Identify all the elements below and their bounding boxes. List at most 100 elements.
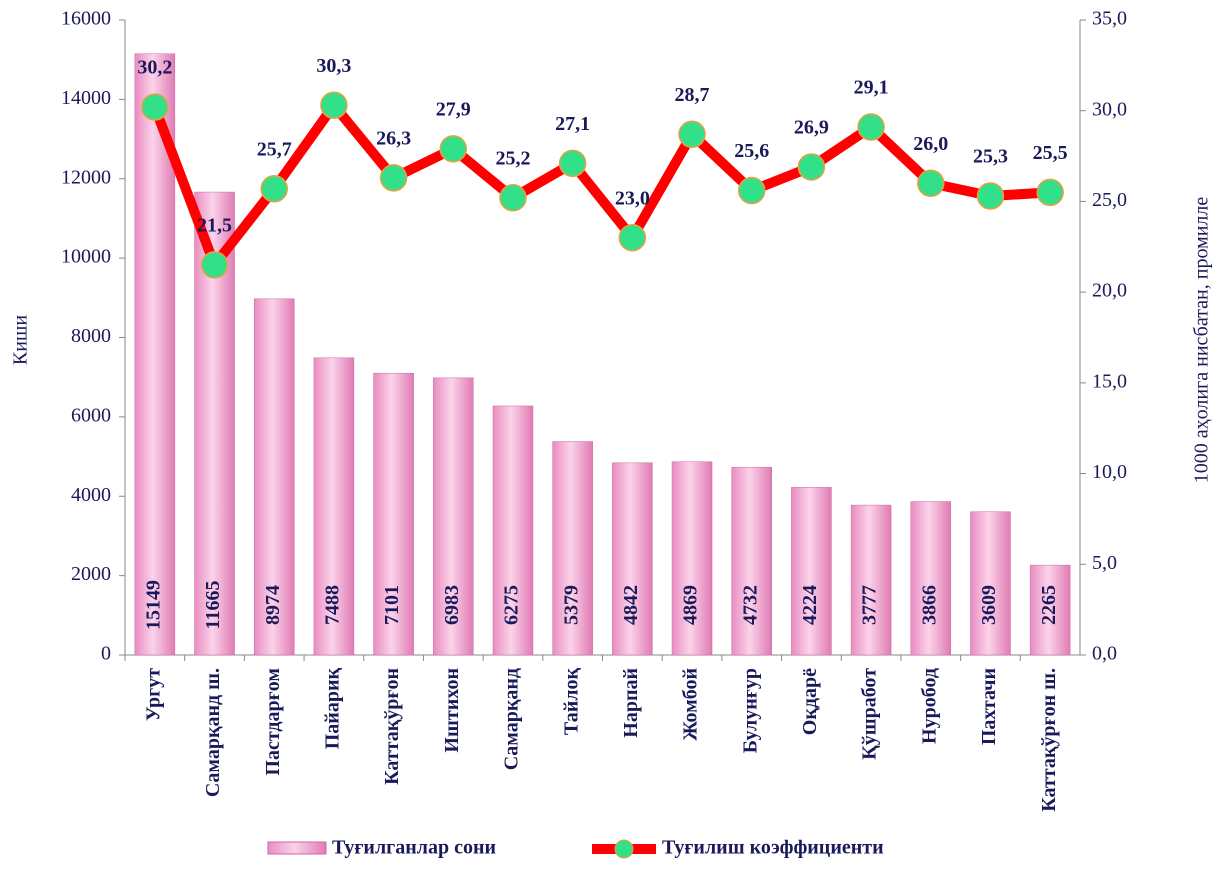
bar-value-label: 3609 <box>978 585 1000 625</box>
x-tick-label: Булунғур <box>739 668 761 753</box>
line-value-label: 26,0 <box>913 133 948 155</box>
x-tick-label: Оқдарё <box>799 668 821 735</box>
bar <box>731 466 772 656</box>
bar-value-label: 11665 <box>202 581 224 630</box>
bar <box>970 511 1011 656</box>
line-marker <box>917 169 945 198</box>
x-tick-label: Самарқанд ш. <box>202 668 224 797</box>
bar-value-label: 8974 <box>262 585 284 625</box>
bar <box>791 487 832 656</box>
bar <box>612 462 653 656</box>
x-tick-label: Нуробод <box>918 668 940 744</box>
bar-value-label: 6983 <box>441 585 463 625</box>
line-value-label: 25,5 <box>1033 142 1068 164</box>
line-value-label: 25,3 <box>973 146 1008 168</box>
line-marker <box>976 182 1005 210</box>
bar <box>373 372 414 656</box>
x-tick-label: Самарқанд <box>501 668 523 770</box>
y2-tick-label: 25,0 <box>1092 189 1127 211</box>
line-value-label: 28,7 <box>675 84 710 106</box>
bar <box>850 504 892 656</box>
x-tick-label: Қўшработ <box>859 668 881 760</box>
x-tick-label: Иштихон <box>441 668 463 753</box>
line-marker <box>618 223 647 252</box>
bar <box>433 377 474 656</box>
line-value-label: 29,1 <box>854 77 889 99</box>
legend-label: Туғилиш коэффициенти <box>662 837 884 859</box>
line-marker <box>678 120 706 149</box>
bar-value-label: 4869 <box>680 585 702 625</box>
line <box>150 100 1051 270</box>
y-tick-label: 8000 <box>71 325 111 347</box>
line-marker <box>320 91 348 120</box>
x-tick-label: Тайлоқ <box>560 668 582 736</box>
line-value-label: 25,2 <box>495 147 530 169</box>
line-value-label: 27,9 <box>436 98 471 120</box>
y2-tick-label: 20,0 <box>1092 280 1127 302</box>
y2-tick-label: 30,0 <box>1092 98 1127 120</box>
y-tick-label: 0 <box>101 643 111 665</box>
x-tick-label: Пайариқ <box>322 668 344 750</box>
bar <box>492 405 534 656</box>
line-value-label: 26,3 <box>376 127 411 149</box>
bar-value-label: 4842 <box>620 585 642 625</box>
y2-axis-label: 1000 аҳолига нисбатан, промилле <box>1191 197 1213 484</box>
line-marker <box>857 113 885 141</box>
y2-tick-label: 0,0 <box>1092 643 1117 665</box>
y-tick-label: 6000 <box>71 404 111 426</box>
line-value-label: 21,5 <box>197 215 232 237</box>
x-tick-label: Нарпай <box>620 668 642 738</box>
line-marker <box>797 153 826 181</box>
line-marker <box>558 149 587 178</box>
x-tick-label: Жомбой <box>680 668 702 741</box>
x-tick-label: Каттақўрғон ш. <box>1038 668 1060 812</box>
line-value-label: 23,0 <box>615 187 650 209</box>
legend-swatch <box>614 839 634 859</box>
y2-tick-label: 35,0 <box>1092 8 1127 30</box>
y-tick-label: 10000 <box>61 246 111 268</box>
y-tick-label: 14000 <box>61 87 111 109</box>
line-value-label: 30,3 <box>316 55 351 77</box>
line-value-label: 25,6 <box>734 140 769 162</box>
y-axis-label: Киши <box>10 315 32 365</box>
line-marker <box>200 251 229 279</box>
bar <box>313 357 355 656</box>
line-marker <box>737 176 766 205</box>
line-marker <box>141 93 169 121</box>
bar-value-label: 15149 <box>142 580 164 630</box>
bar-value-label: 7101 <box>381 585 403 625</box>
y-tick-label: 4000 <box>71 484 111 506</box>
y-tick-label: 16000 <box>61 8 111 30</box>
bar <box>910 501 952 656</box>
y2-tick-label: 10,0 <box>1092 461 1127 483</box>
line-marker <box>260 174 288 203</box>
x-tick-label: Каттақўрғон <box>381 668 403 785</box>
legend-label: Туғилганлар сони <box>332 837 496 859</box>
line-marker <box>1036 178 1064 207</box>
line-value-label: 26,9 <box>794 117 829 139</box>
line-value-label: 25,7 <box>257 138 292 160</box>
y2-tick-label: 5,0 <box>1092 552 1117 574</box>
bar-value-label: 7488 <box>322 585 344 625</box>
bar-value-label: 4732 <box>739 585 761 625</box>
bar <box>1029 564 1071 656</box>
bar-value-label: 3866 <box>918 585 940 625</box>
bar-value-label: 2265 <box>1038 585 1060 625</box>
y-tick-label: 2000 <box>71 563 111 585</box>
bar <box>671 461 713 656</box>
bar <box>552 441 593 656</box>
line-marker <box>379 164 408 192</box>
x-tick-label: Ургут <box>142 668 164 721</box>
bar <box>253 298 295 656</box>
line-marker <box>499 184 527 212</box>
line-marker <box>439 135 468 163</box>
y2-tick-label: 15,0 <box>1092 370 1127 392</box>
x-tick-label: Пастдарғом <box>262 668 284 776</box>
line-value-label: 30,2 <box>137 57 172 79</box>
bar-value-label: 4224 <box>799 585 821 625</box>
bar-value-label: 3777 <box>859 585 881 625</box>
y-tick-label: 12000 <box>61 166 111 188</box>
x-tick-label: Пахтачи <box>978 668 1000 745</box>
bar-value-label: 6275 <box>501 585 523 625</box>
